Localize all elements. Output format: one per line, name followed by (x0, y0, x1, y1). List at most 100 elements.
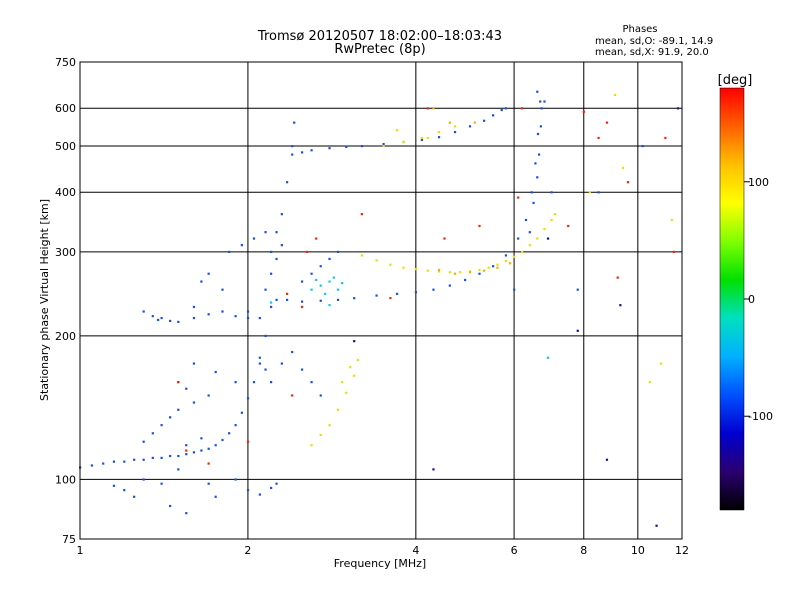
data-point (133, 458, 136, 461)
data-point (192, 362, 196, 365)
x-axis-label: Frequency [MHz] (334, 557, 426, 570)
data-point (315, 237, 318, 240)
data-point (264, 334, 267, 338)
stats-line-x: mean, sd,X: 91.9, 20.0 (595, 47, 709, 58)
data-point (275, 231, 278, 234)
data-point (305, 250, 308, 254)
x-tick-labels: 1 2 4 6 8 10 12 (77, 544, 690, 557)
data-point (588, 191, 591, 194)
data-point (160, 424, 163, 427)
data-point (177, 454, 180, 458)
y-tick-label: 200 (55, 330, 76, 343)
x-tick-label: 10 (631, 544, 645, 557)
data-point (453, 272, 457, 275)
data-point (528, 231, 531, 234)
data-point (310, 444, 313, 447)
data-point (200, 449, 203, 452)
data-point (90, 464, 94, 467)
data-point (234, 315, 237, 318)
data-point (414, 268, 418, 271)
data-point (234, 478, 237, 481)
colorbar-tick-label: 0 (748, 293, 755, 306)
data-point (310, 288, 313, 291)
data-point (336, 408, 340, 411)
data-point (102, 462, 105, 465)
data-point (356, 358, 360, 362)
data-point (546, 356, 550, 359)
data-point (534, 162, 537, 165)
data-point (539, 100, 542, 103)
y-tick-label: 400 (55, 186, 76, 199)
data-point (160, 482, 163, 485)
data-point (536, 90, 539, 93)
data-point (536, 176, 539, 179)
data-point (605, 458, 609, 461)
data-point (532, 201, 535, 205)
chart-title: Tromsø 20120507 18:02:00–18:03:43 (257, 29, 502, 44)
y-tick-label: 300 (55, 246, 76, 259)
data-point (345, 391, 348, 394)
data-point (491, 114, 495, 117)
data-point (280, 213, 283, 216)
data-point (437, 136, 441, 139)
data-point (192, 316, 196, 320)
x-tick-label: 4 (412, 544, 419, 557)
data-point (468, 125, 472, 128)
data-point (528, 244, 531, 247)
stats-heading: Phases (622, 24, 657, 35)
data-point (142, 440, 145, 443)
data-point (310, 272, 313, 275)
data-point (214, 370, 217, 374)
data-point (641, 144, 644, 148)
data-point (328, 280, 331, 283)
data-point (341, 282, 344, 285)
data-point (389, 263, 392, 266)
data-point (546, 237, 550, 240)
colorbar-tick-label: -100 (748, 410, 773, 423)
data-point (459, 271, 462, 274)
data-point (478, 268, 481, 272)
data-point (621, 166, 625, 170)
data-point (432, 288, 435, 291)
data-point (613, 93, 617, 97)
data-point (270, 272, 273, 275)
data-point (200, 437, 203, 440)
data-point (353, 340, 356, 343)
data-point (543, 227, 546, 231)
data-point (270, 381, 273, 384)
data-point (375, 294, 378, 297)
data-point (539, 125, 543, 128)
chart-subtitle: RwPretec (8p) (334, 42, 425, 57)
data-point (270, 486, 273, 490)
data-point (619, 304, 622, 307)
data-point (200, 280, 203, 283)
data-point (597, 136, 600, 140)
data-point (509, 262, 512, 265)
data-point (112, 460, 116, 463)
data-point (478, 224, 481, 228)
data-point (270, 301, 273, 304)
y-tick-label: 500 (55, 140, 76, 153)
y-tick-label: 75 (62, 533, 76, 546)
data-point (550, 218, 553, 222)
data-point (151, 432, 154, 435)
data-point (246, 489, 250, 492)
data-point (221, 310, 224, 313)
data-point (185, 512, 188, 515)
data-point (258, 356, 261, 359)
data-point (478, 272, 481, 275)
data-point (655, 524, 658, 527)
data-point (160, 456, 163, 459)
data-point (670, 218, 673, 222)
data-point (414, 291, 418, 294)
data-point (420, 136, 424, 140)
data-point (517, 237, 520, 240)
data-point (521, 250, 524, 254)
data-point (521, 107, 524, 110)
data-point (319, 433, 322, 437)
colorbar (719, 87, 745, 511)
data-point (207, 447, 210, 450)
data-point (157, 318, 160, 322)
data-point (324, 292, 327, 295)
data-point (448, 121, 451, 124)
